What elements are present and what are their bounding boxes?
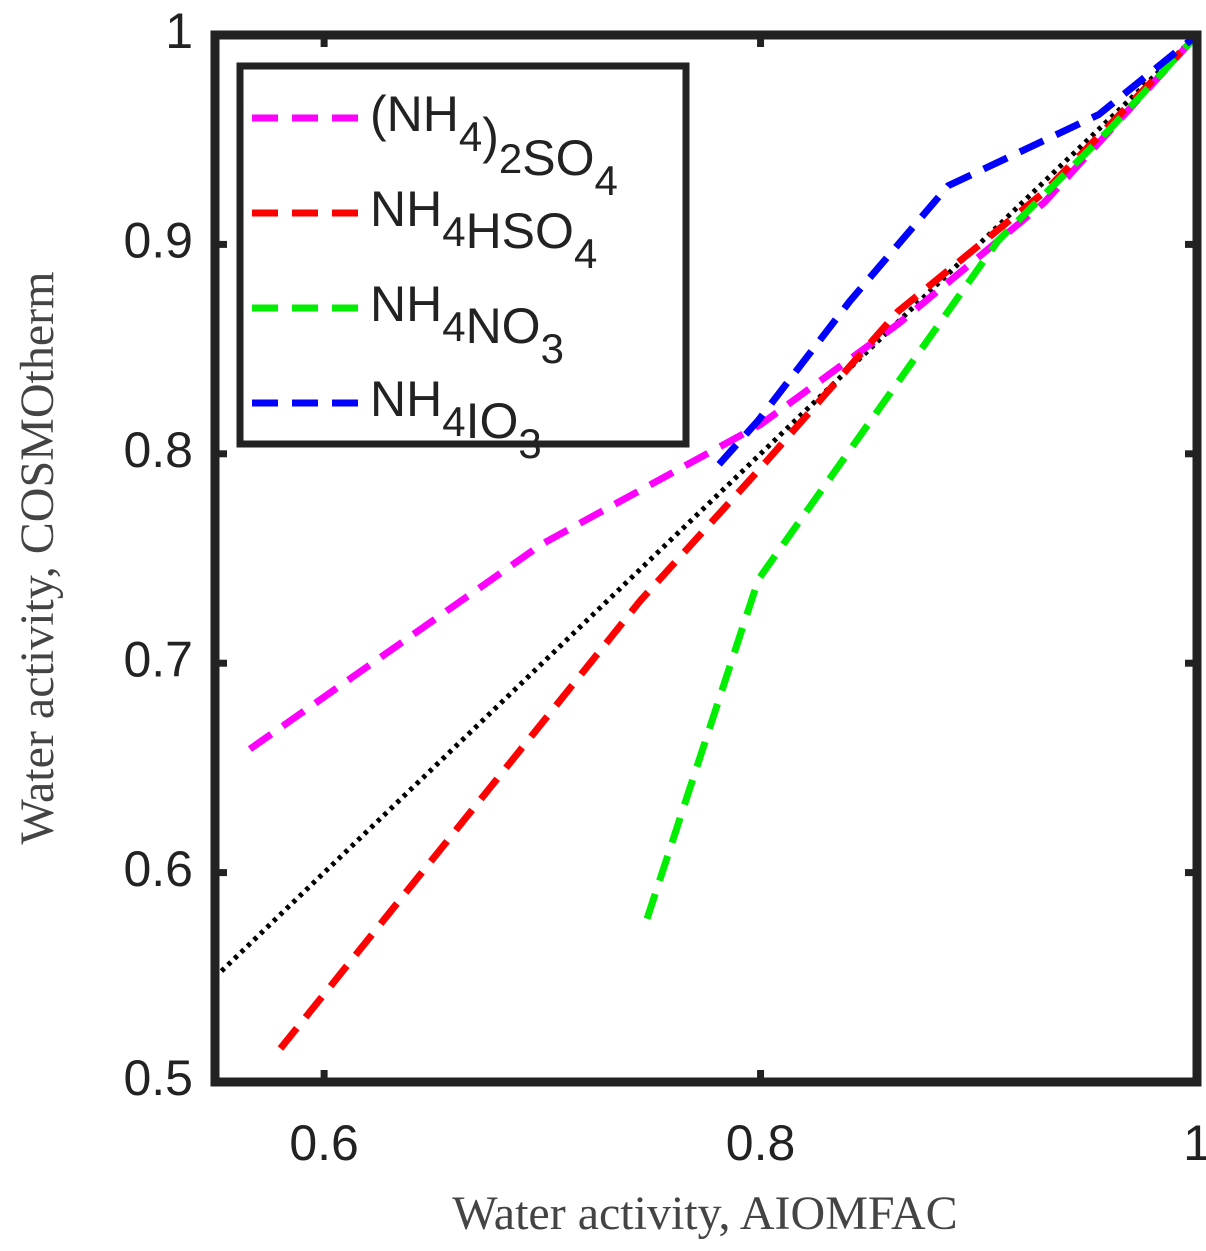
- y-tick-label: 0.6: [123, 841, 193, 897]
- y-tick-label: 0.5: [123, 1050, 193, 1106]
- x-tick-label: 1: [1183, 1115, 1206, 1171]
- legend-label: NH4NO3: [370, 276, 564, 372]
- legend-label: NH4HSO4: [370, 181, 597, 277]
- x-axis-label: Water activity, AIOMFAC: [452, 1187, 957, 1240]
- y-axis-label: Water activity, COSMOtherm: [11, 272, 64, 845]
- y-tick-label: 0.8: [123, 422, 193, 478]
- y-tick-label: 1: [165, 3, 193, 59]
- legend-box: [236, 62, 690, 448]
- data-line: [643, 32, 1200, 920]
- y-tick-label: 0.7: [123, 631, 193, 687]
- legend-label: NH4IO3: [370, 371, 542, 467]
- data-line: [716, 32, 1200, 467]
- data-line: [247, 32, 1200, 752]
- data-line: [277, 32, 1200, 1051]
- y-tick-label: 0.9: [123, 213, 193, 269]
- plot-frame: [210, 30, 1202, 1087]
- x-tick-label: 0.6: [289, 1115, 359, 1171]
- identity-line: [213, 33, 1199, 980]
- x-tick-label: 0.8: [726, 1115, 796, 1171]
- legend-label: (NH4)2SO4: [370, 86, 618, 204]
